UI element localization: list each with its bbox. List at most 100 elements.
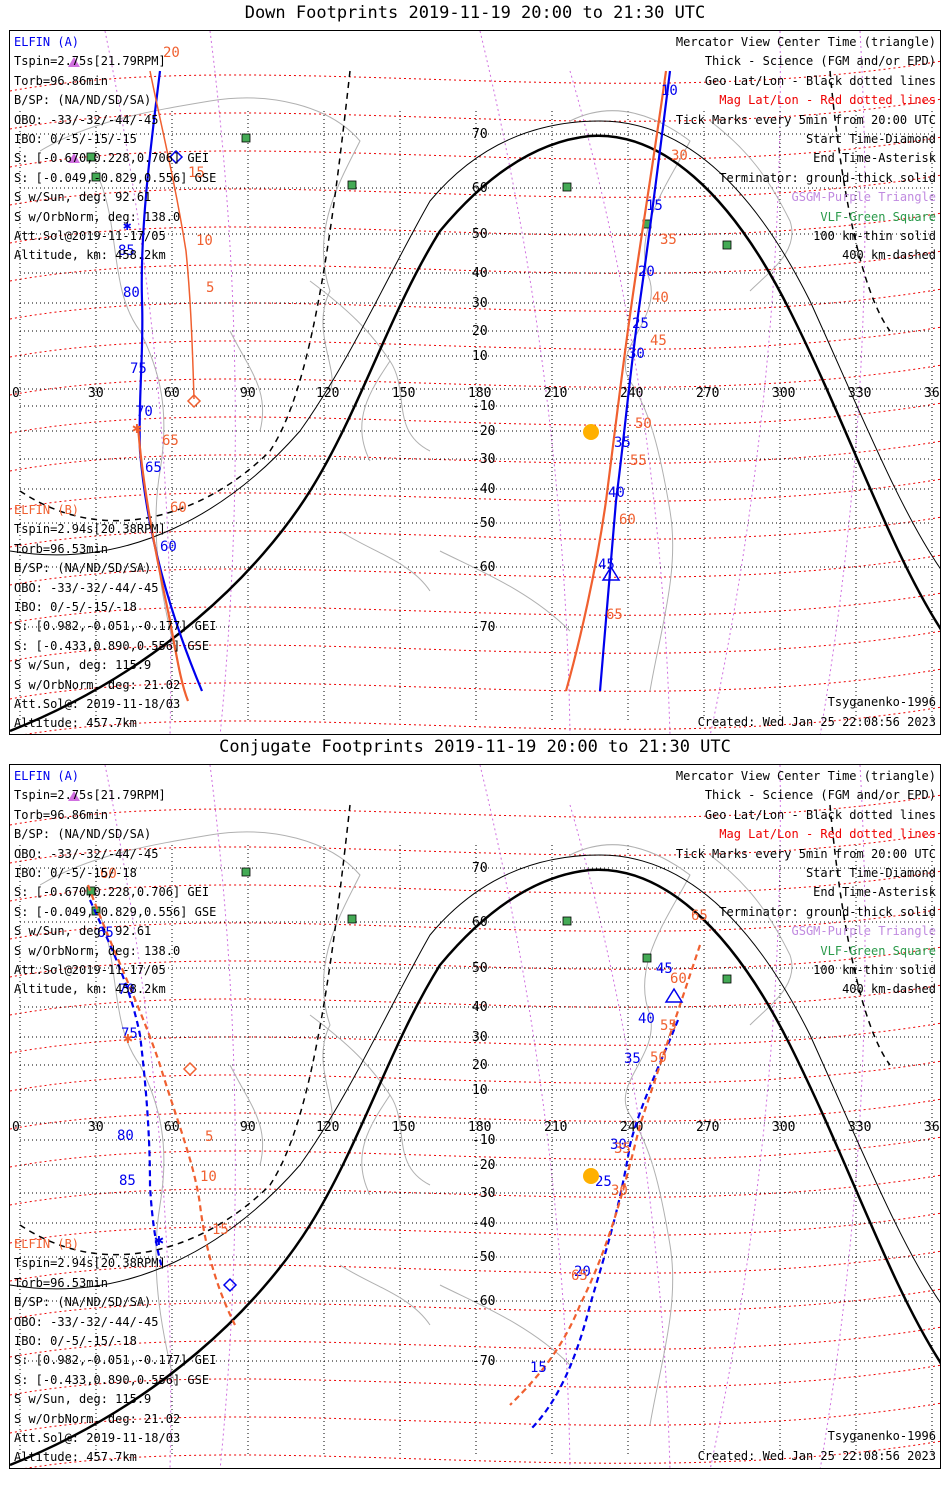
sun-marker xyxy=(583,1168,599,1184)
mag-lat-line xyxy=(10,832,940,864)
info-line: Tspin=2.94s[20.38RPM] xyxy=(14,522,166,537)
elfin-b-tick-label: 35 xyxy=(614,1141,631,1157)
elfin-a-tick-label: 45 xyxy=(598,557,615,573)
mag-lat-line xyxy=(10,478,940,510)
mag-lat-line xyxy=(10,1364,940,1396)
coastline xyxy=(99,914,176,1386)
legend-400km: 400 km-dashed xyxy=(842,248,936,263)
info-line: Tspin=2.75s[21.79RPM] xyxy=(14,788,166,803)
ssgm-triangle xyxy=(68,153,80,163)
info-line: S: [-0.049,-0.829,0.556] GSE xyxy=(14,904,217,919)
info-line: Altitude, km: 458.2km xyxy=(14,248,166,263)
elfin-b-tick-label: 60 xyxy=(670,971,687,987)
coastline xyxy=(339,530,431,592)
start-diamond xyxy=(182,1061,198,1077)
info-line: Att.Sol@: 2019-11-18/03 xyxy=(14,1431,181,1446)
elfin-a-label: ELFIN (A) xyxy=(14,35,80,49)
terminator-100km xyxy=(10,120,940,569)
info-line: Torb=96.86min xyxy=(14,73,108,88)
mag-lat-line xyxy=(10,1022,940,1054)
info-line: S: [-0.049,-0.829,0.556] GSE xyxy=(14,170,217,185)
lon-tick-label: 0 xyxy=(12,1120,20,1135)
info-line: S: [0.982,-0.051,-0.177] GEI xyxy=(14,619,217,634)
elfin-b-tick-label: 65 xyxy=(162,433,179,449)
vlf-station-square xyxy=(722,974,732,984)
down-footprints-panel: Down Footprints 2019-11-19 20:00 to 21:3… xyxy=(9,3,941,735)
lat-tick-label: 50 xyxy=(472,961,488,976)
terminator-400km xyxy=(829,70,891,332)
mag-lat-line xyxy=(10,288,940,320)
elfin-b-tick-label: 30 xyxy=(671,148,688,164)
lat-tick-label: -70 xyxy=(472,620,495,635)
lon-tick-label: 0 xyxy=(12,386,20,401)
info-line: S w/OrbNorm, deg: 138.0 xyxy=(14,209,181,224)
lon-tick-label: 90 xyxy=(240,1120,256,1135)
mag-lat-line xyxy=(10,870,940,902)
elfin-a-tick-label: 80 xyxy=(117,1128,134,1144)
elfin-a-tick-label: 15 xyxy=(646,198,663,214)
coastline xyxy=(569,110,691,382)
lat-tick-label: -70 xyxy=(472,1354,495,1369)
coastline xyxy=(629,380,674,692)
coastline xyxy=(629,1114,674,1426)
coastline xyxy=(39,97,361,392)
elfin-a-tick-label: 65 xyxy=(145,460,162,476)
elfin-a-tick-label: 70 xyxy=(136,404,153,420)
info-line: IBO: 0/-5/-15/-18 xyxy=(14,866,137,881)
lon-tick-label: 150 xyxy=(392,1120,415,1135)
lat-tick-label: -50 xyxy=(472,516,495,531)
end-asterisk: ✱ xyxy=(123,218,132,234)
mag-lon-line xyxy=(104,765,172,1468)
mag-lon-line xyxy=(819,765,866,1468)
info-line: Att.Sol@2019-11-17/05 xyxy=(14,963,166,978)
map-frame: 0 30 60 90 120 150 180 210 240 270 300 330 360 70 60 50… xyxy=(9,764,941,1469)
footer: Tsyganenko-1996 Created: Wed Jan 25 22:0… xyxy=(698,693,936,732)
lat-tick-label: -20 xyxy=(472,424,495,439)
elfin-b-tick-label: 65 xyxy=(571,1268,588,1284)
lat-tick-label: 30 xyxy=(472,1030,488,1045)
coastline xyxy=(309,280,431,452)
lon-tick-label: 300 xyxy=(772,386,795,401)
info-line: B/SP: (NA/ND/SD/SA) xyxy=(14,827,152,842)
lat-tick-label: 50 xyxy=(472,227,488,242)
elfin-a-tick-label: 75 xyxy=(121,1026,138,1042)
ssgm-triangle xyxy=(68,57,80,67)
terminator-ground xyxy=(10,134,940,733)
mag-lon-line xyxy=(569,70,671,734)
lon-tick-label: 30 xyxy=(88,1120,104,1135)
legend-start: Start Time-Diamond xyxy=(805,132,936,147)
mag-lat-line xyxy=(10,794,940,826)
elfin-a-tick-label: 25 xyxy=(632,316,649,332)
elfin-b-tick-label: 55 xyxy=(660,1018,677,1034)
lon-tick-label: 360 xyxy=(924,1120,941,1135)
lat-tick-label: -20 xyxy=(472,1158,495,1173)
mag-lon-line xyxy=(104,31,172,734)
info-line: S: [-0.670,0.228,0.706] GEI xyxy=(14,885,210,900)
elfin-b-track xyxy=(509,944,702,1406)
mag-lat-line xyxy=(10,402,940,434)
lon-tick-label: 210 xyxy=(544,1120,567,1135)
terminator-400km xyxy=(19,70,351,522)
elfin-b-tick-label: 35 xyxy=(660,232,677,248)
elfin-b-info: ELFIN (B) Tspin=2.94s[20.38RPM] Torb=96.… xyxy=(14,1235,216,1468)
info-line: S w/Sun, deg: 115.9 xyxy=(14,1392,152,1407)
terminator-400km xyxy=(19,804,351,1256)
lon-tick-label: 180 xyxy=(468,386,491,401)
elfin-a-track xyxy=(598,70,672,692)
info-line: Att.Sol@2019-11-17/05 xyxy=(14,229,166,244)
center-time-triangle xyxy=(664,987,684,1003)
info-line: B/SP: (NA/ND/SD/SA) xyxy=(14,561,152,576)
legend: Mercator View Center Time (triangle) Thi… xyxy=(676,767,936,1000)
legend-terminator: Terminator: ground-thick solid xyxy=(719,170,936,185)
info-line: Torb=96.86min xyxy=(14,807,108,822)
elfin-a-tick-label: 20 xyxy=(638,264,655,280)
mag-lat-line xyxy=(10,1288,940,1320)
lon-tick-label: 240 xyxy=(620,386,643,401)
legend-terminator: Terminator: ground-thick solid xyxy=(719,904,936,919)
elfin-b-tick-label: 65 xyxy=(691,908,708,924)
lat-tick-label: -10 xyxy=(472,1133,495,1148)
elfin-a-tick-label: 45 xyxy=(656,961,673,977)
lon-tick-label: 240 xyxy=(620,1120,643,1135)
elfin-b-tick-label: 50 xyxy=(650,1050,667,1066)
mag-lat-line xyxy=(10,1402,940,1434)
